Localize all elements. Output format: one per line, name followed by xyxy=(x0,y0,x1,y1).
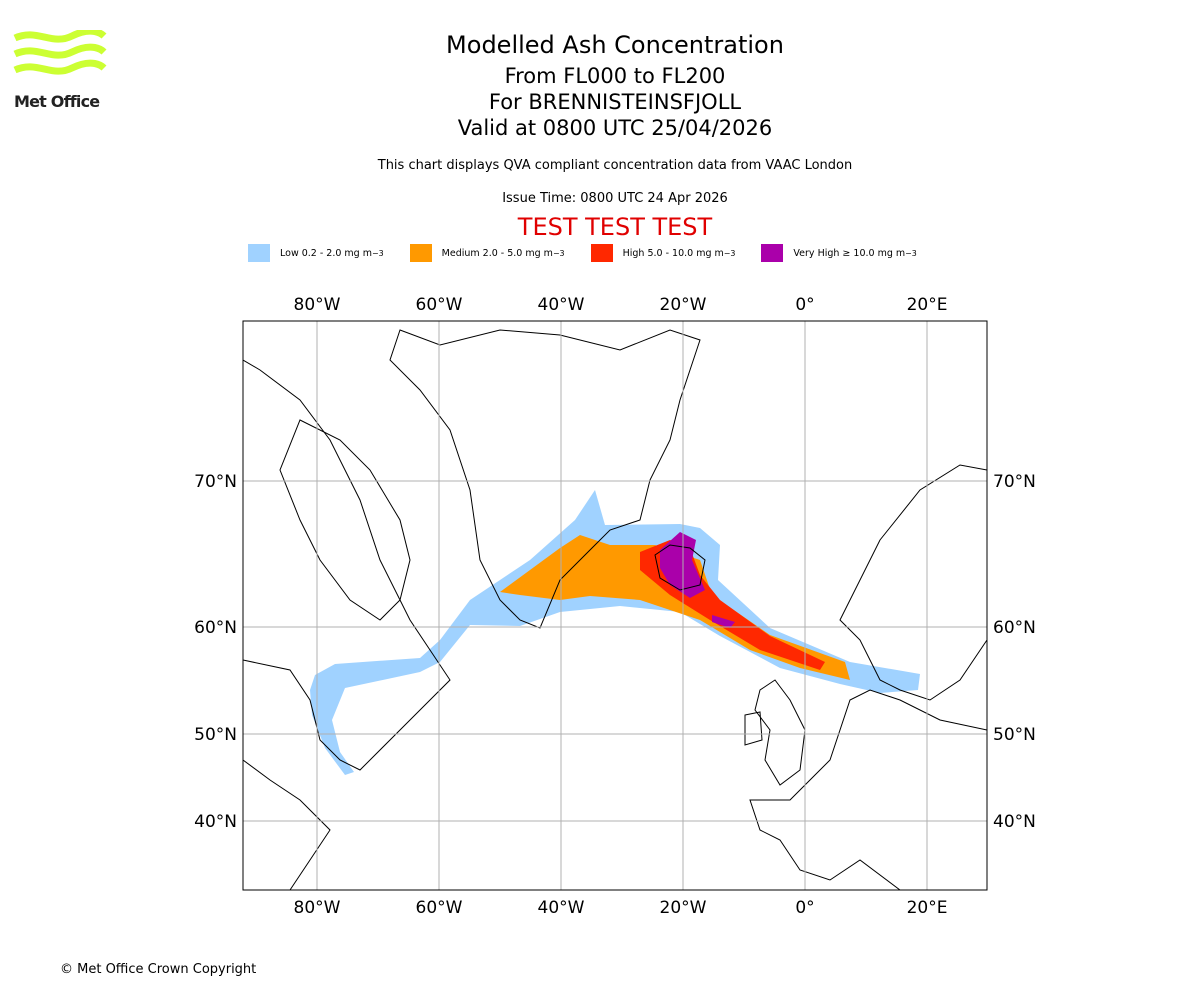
legend-item-high: High 5.0 - 10.0 mg m −3 xyxy=(590,244,736,262)
legend-label: Medium 2.0 - 5.0 mg m xyxy=(441,247,553,259)
legend-sup: −3 xyxy=(723,248,736,258)
met-office-logo xyxy=(13,30,107,75)
lat-tick-left: 40°N xyxy=(194,812,237,832)
chart-title: Modelled Ash Concentration xyxy=(446,31,784,59)
lat-tick-right: 60°N xyxy=(993,618,1036,638)
qva-note: This chart displays QVA compliant concen… xyxy=(377,158,853,173)
lon-tick-top: 60°W xyxy=(416,295,463,315)
legend-item-very-high: Very High ≥ 10.0 mg m −3 xyxy=(761,244,917,262)
lat-tick-left: 70°N xyxy=(194,472,237,492)
europe-coast xyxy=(749,689,987,890)
lon-tick-bottom: 60°W xyxy=(416,898,463,918)
volcano-name: For BRENNISTEINSFJOLL xyxy=(488,90,742,114)
lon-tick-bottom: 0° xyxy=(795,898,814,918)
legend-swatch xyxy=(590,244,613,262)
legend-sup: −3 xyxy=(552,248,565,258)
lon-tick-bottom: 80°W xyxy=(294,898,341,918)
scandinavia-coast xyxy=(839,464,987,701)
lat-tick-left: 50°N xyxy=(194,725,237,745)
issue-time: Issue Time: 0800 UTC 24 Apr 2026 xyxy=(502,191,728,206)
iceland-coast xyxy=(654,544,706,591)
legend-label: Very High ≥ 10.0 mg m xyxy=(793,247,906,259)
legend: Low 0.2 - 2.0 mg m −3 Medium 2.0 - 5.0 mg… xyxy=(248,244,943,262)
legend-swatch xyxy=(761,244,784,262)
north-america-coast xyxy=(243,359,451,771)
map-frame xyxy=(242,320,988,891)
copyright: © Met Office Crown Copyright xyxy=(60,962,257,977)
uk-coast xyxy=(744,679,806,786)
lat-tick-right: 70°N xyxy=(993,472,1036,492)
legend-swatch xyxy=(409,244,432,262)
plume-low xyxy=(310,490,920,775)
plume-very-high xyxy=(660,532,735,628)
lon-tick-top: 80°W xyxy=(294,295,341,315)
lon-tick-top: 0° xyxy=(795,295,814,315)
legend-item-low: Low 0.2 - 2.0 mg m −3 xyxy=(248,244,384,262)
lon-tick-top: 40°W xyxy=(538,295,585,315)
coastlines xyxy=(243,329,987,890)
legend-sup: −3 xyxy=(372,248,384,258)
lon-tick-top: 20°E xyxy=(907,295,948,315)
lon-tick-bottom: 20°E xyxy=(907,898,948,918)
valid-time: Valid at 0800 UTC 25/04/2026 xyxy=(457,116,773,140)
lon-tick-bottom: 40°W xyxy=(538,898,585,918)
lat-tick-left: 60°N xyxy=(194,618,237,638)
legend-sup: −3 xyxy=(905,248,917,258)
gridlines xyxy=(243,321,987,890)
legend-label: High 5.0 - 10.0 mg m xyxy=(622,247,724,259)
baffin-coast xyxy=(279,419,411,621)
greenland-coast xyxy=(389,329,701,629)
lat-tick-right: 40°N xyxy=(993,812,1036,832)
legend-label: Low 0.2 - 2.0 mg m xyxy=(280,247,372,259)
east-coast-us xyxy=(243,759,331,890)
legend-item-medium: Medium 2.0 - 5.0 mg m −3 xyxy=(409,244,565,262)
met-office-logo-text: Met Office xyxy=(14,92,100,111)
lat-tick-right: 50°N xyxy=(993,725,1036,745)
lon-tick-bottom: 20°W xyxy=(660,898,707,918)
lon-tick-top: 20°W xyxy=(660,295,707,315)
flight-levels: From FL000 to FL200 xyxy=(504,64,726,88)
legend-swatch xyxy=(248,244,270,262)
test-banner: TEST TEST TEST xyxy=(517,213,713,241)
